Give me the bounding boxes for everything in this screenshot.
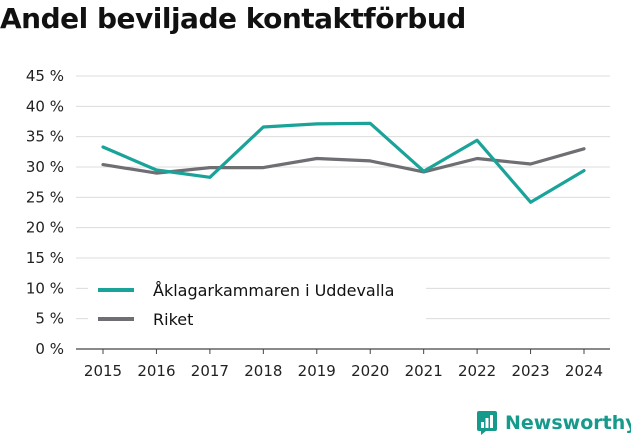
y-tick-label: 15 % xyxy=(26,249,64,267)
x-axis: 2015 2016 2017 2018 2019 2020 2021 2022 2023 2024 xyxy=(84,349,603,380)
chart-title: Andel beviljade kontaktförbud xyxy=(0,2,466,35)
x-tick-label: 2022 xyxy=(458,362,496,380)
y-tick-label: 5 % xyxy=(35,310,64,328)
y-tick-label: 20 % xyxy=(26,219,64,237)
x-tick-label: 2016 xyxy=(137,362,175,380)
x-tick-label: 2019 xyxy=(298,362,336,380)
x-tick-label: 2017 xyxy=(191,362,229,380)
bar-chart-logo-icon xyxy=(477,411,497,435)
legend: Åklagarkammaren i Uddevalla Riket xyxy=(88,274,426,329)
x-tick-label: 2024 xyxy=(565,362,603,380)
y-tick-label: 40 % xyxy=(26,97,64,115)
y-tick-label: 35 % xyxy=(26,128,64,146)
series-line-0 xyxy=(101,121,586,204)
y-tick-label: 45 % xyxy=(26,67,64,85)
series-line-1 xyxy=(101,147,586,175)
legend-label: Riket xyxy=(153,310,193,329)
newsworthy-logo: Newsworthy xyxy=(476,408,631,438)
x-tick-label: 2023 xyxy=(511,362,549,380)
y-tick-label: 0 % xyxy=(35,340,64,358)
x-tick-label: 2015 xyxy=(84,362,122,380)
y-tick-label: 10 % xyxy=(26,279,64,297)
x-tick-label: 2021 xyxy=(405,362,443,380)
brand-name: Newsworthy xyxy=(505,412,631,434)
y-tick-label: 30 % xyxy=(26,158,64,176)
series-lines xyxy=(101,121,586,204)
y-axis: 0 % 5 % 10 % 15 % 20 % 25 % 30 % 35 % 40 % 45 % xyxy=(26,67,64,358)
x-tick-label: 2020 xyxy=(351,362,389,380)
legend-label: Åklagarkammaren i Uddevalla xyxy=(153,281,394,300)
legend-background xyxy=(88,274,426,322)
x-tick-label: 2018 xyxy=(244,362,282,380)
y-tick-label: 25 % xyxy=(26,188,64,206)
